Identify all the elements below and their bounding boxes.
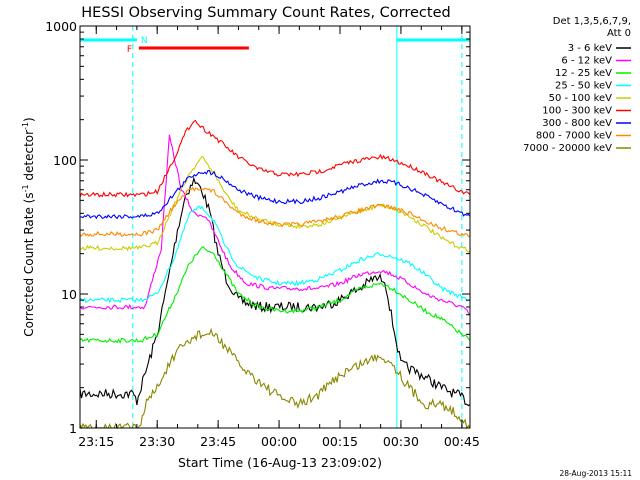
y-tick-label: 10	[61, 287, 77, 302]
y-axis: 1 10 100 1000	[45, 19, 470, 436]
x-tick-label: 00:30	[383, 434, 419, 449]
legend-label: 12 - 25 keV	[555, 68, 612, 79]
series-line	[79, 186, 471, 237]
series-line	[79, 134, 471, 316]
f-flag-label: F	[127, 45, 132, 55]
series-line	[79, 155, 471, 254]
plot-area: NF 23:15 23:30 23:45 00:00 00:15 00:30 00:45 1…	[45, 19, 480, 449]
legend-label: 3 - 6 keV	[568, 43, 612, 54]
series-group	[79, 119, 471, 430]
legend-label: 50 - 100 keV	[549, 93, 613, 104]
n-flag-label: N	[141, 36, 148, 46]
y-tick-label: 100	[53, 153, 77, 168]
x-tick-label: 00:45	[444, 434, 480, 449]
x-tick-label: 00:00	[261, 434, 297, 449]
y-tick-label: 1	[69, 421, 77, 436]
x-tick-label: 23:15	[78, 434, 114, 449]
x-tick-label: 23:45	[200, 434, 236, 449]
x-tick-label: 00:15	[322, 434, 358, 449]
legend-label: 100 - 300 keV	[542, 106, 612, 117]
observing-flags: NF	[80, 36, 470, 55]
series-line	[79, 176, 471, 407]
legend-label: 6 - 12 keV	[561, 56, 612, 67]
series-line	[79, 246, 471, 345]
plot-frame	[79, 25, 471, 429]
series-line	[79, 119, 471, 198]
legend-label: 25 - 50 keV	[555, 81, 612, 92]
y-axis-label: Corrected Count Rate (s-1 detector-1)	[21, 117, 36, 336]
chart-title: HESSI Observing Summary Count Rates, Cor…	[81, 5, 450, 21]
legend-label: 300 - 800 keV	[542, 118, 612, 129]
vertical-markers	[79, 26, 463, 428]
series-line	[79, 205, 470, 304]
series-line	[80, 170, 471, 220]
legend-header: Det 1,3,5,6,7,9,	[553, 16, 631, 27]
footer-timestamp: 28-Aug-2013 15:11	[559, 469, 632, 478]
y-tick-label: 1000	[45, 19, 77, 34]
x-axis: 23:15 23:30 23:45 00:00 00:15 00:30 00:45	[78, 26, 480, 449]
legend-header: Att 0	[607, 28, 631, 39]
legend-label: 7000 - 20000 keV	[523, 143, 612, 154]
series-line	[79, 327, 471, 430]
x-tick-label: 23:30	[139, 434, 175, 449]
legend: Det 1,3,5,6,7,9,Att 0 3 - 6 keV 6 - 12 keV…	[523, 16, 631, 154]
legend-label: 800 - 7000 keV	[536, 131, 612, 142]
x-axis-label: Start Time (16-Aug-13 23:09:02)	[178, 455, 382, 470]
